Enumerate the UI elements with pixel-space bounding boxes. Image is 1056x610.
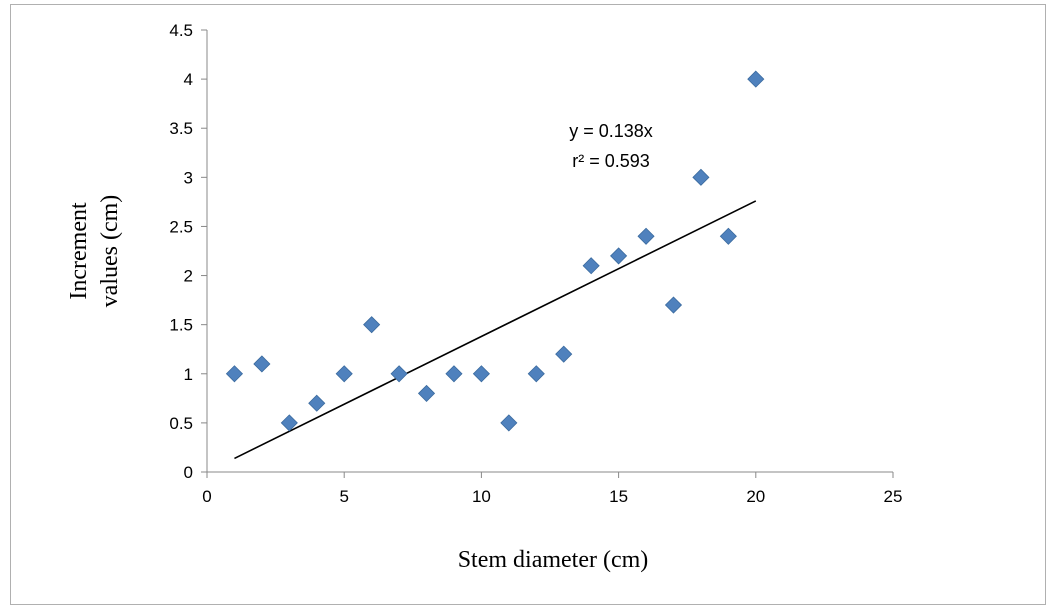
y-tick-label: 3.5: [169, 119, 193, 138]
trendline: [234, 200, 757, 460]
data-point: [664, 296, 683, 314]
data-points: [225, 70, 765, 432]
data-point: [747, 70, 765, 88]
y-tick-label: 3: [184, 168, 193, 187]
data-point: [363, 316, 381, 334]
x-tick-label: 25: [884, 487, 903, 506]
data-point: [692, 168, 710, 186]
x-axis-title: Stem diameter (cm): [458, 547, 649, 573]
tick-labels: 0 0.5 1 1.5 2 2.5 3 3.5 4 4.5 0 5 10 15 20 25: [169, 21, 902, 506]
data-point: [335, 365, 353, 383]
data-point: [308, 394, 326, 412]
data-point: [610, 247, 628, 265]
data-point: [500, 414, 518, 432]
y-tick-label: 4.5: [169, 21, 193, 40]
x-tick-label: 5: [339, 487, 348, 506]
y-tick-label: 0.5: [169, 414, 193, 433]
data-point: [719, 227, 737, 245]
data-point: [555, 345, 573, 363]
data-point: [637, 227, 655, 245]
data-point: [390, 365, 408, 383]
trendline-group: [234, 200, 757, 460]
y-tick-label: 0: [184, 463, 193, 482]
data-point: [280, 414, 298, 432]
equation-label: y = 0.138x: [569, 121, 653, 141]
data-point: [225, 365, 244, 383]
y-tick-label: 1: [184, 365, 193, 384]
x-tick-label: 10: [472, 487, 491, 506]
r-squared-label: r² = 0.593: [572, 151, 650, 171]
y-tick-label: 1.5: [169, 316, 193, 335]
x-tick-label: 0: [202, 487, 211, 506]
y-axis-title-line-1: Increment: [66, 202, 92, 300]
chart-frame: [10, 4, 1046, 605]
data-point: [417, 384, 436, 402]
y-tick-label: 2.5: [169, 217, 193, 236]
data-point: [582, 257, 600, 275]
data-point: [472, 365, 490, 383]
data-point: [253, 355, 271, 373]
y-tick-label: 2: [184, 267, 193, 286]
x-tick-label: 20: [746, 487, 765, 506]
y-tick-label: 4: [184, 70, 193, 89]
data-point: [445, 365, 463, 383]
x-tick-label: 15: [609, 487, 628, 506]
data-point: [527, 365, 545, 383]
axes: [201, 29, 894, 478]
y-axis-title-line-2: values (cm): [97, 195, 123, 308]
